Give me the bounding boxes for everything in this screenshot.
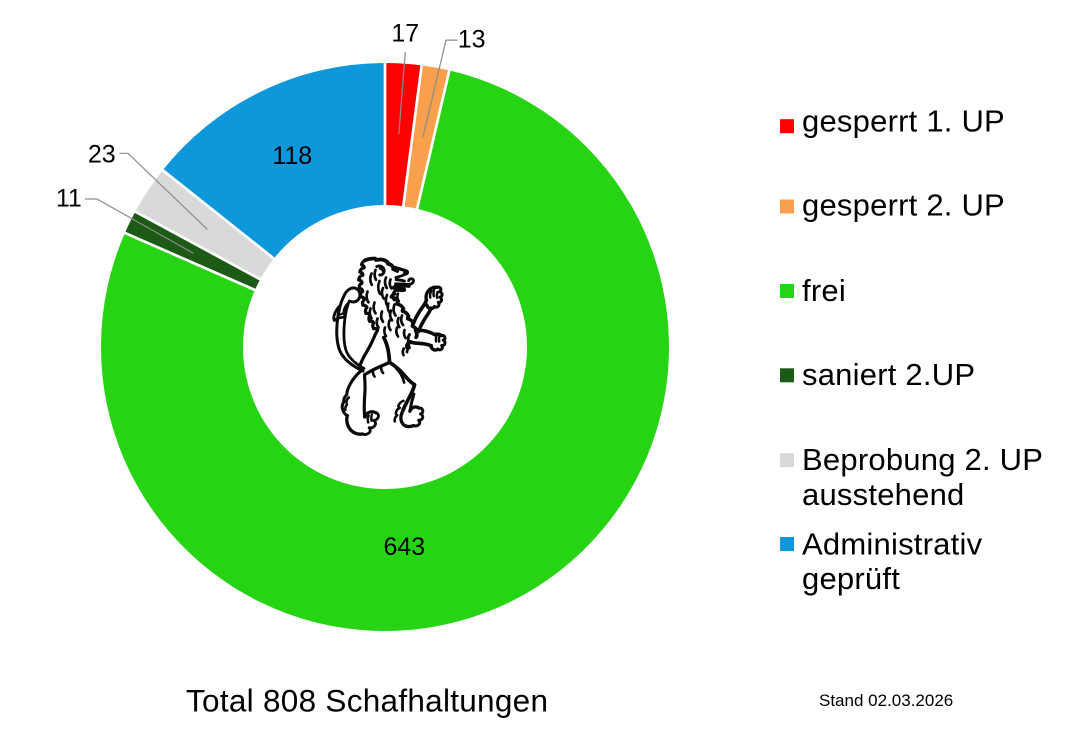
svg-text:643: 643 xyxy=(383,533,425,561)
svg-text:Total 808 Schafhaltungen: Total 808 Schafhaltungen xyxy=(186,683,548,719)
svg-text:geprüft: geprüft xyxy=(802,561,900,596)
svg-text:Beprobung 2. UP: Beprobung 2. UP xyxy=(802,442,1043,477)
svg-text:Administrativ: Administrativ xyxy=(802,526,983,561)
svg-text:11: 11 xyxy=(56,184,82,212)
svg-text:ausstehend: ausstehend xyxy=(802,477,965,512)
svg-text:Stand 02.03.2026: Stand 02.03.2026 xyxy=(819,691,953,710)
svg-text:118: 118 xyxy=(272,142,312,170)
svg-text:frei: frei xyxy=(802,273,846,308)
svg-text:saniert 2.UP: saniert 2.UP xyxy=(802,357,975,392)
svg-text:gesperrt 1. UP: gesperrt 1. UP xyxy=(802,104,1005,139)
svg-text:17: 17 xyxy=(391,20,419,48)
svg-text:13: 13 xyxy=(458,26,486,54)
svg-text:gesperrt 2. UP: gesperrt 2. UP xyxy=(802,188,1005,223)
svg-text:23: 23 xyxy=(88,140,116,168)
